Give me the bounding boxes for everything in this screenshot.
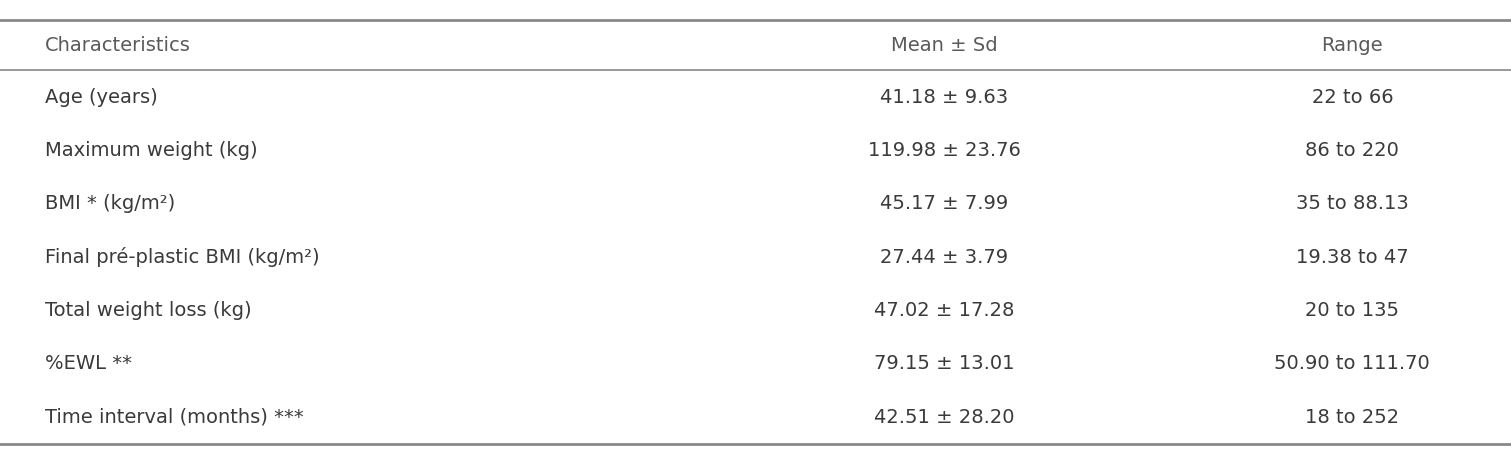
Text: 22 to 66: 22 to 66 <box>1312 88 1393 107</box>
Text: Maximum weight (kg): Maximum weight (kg) <box>45 141 258 160</box>
Text: Age (years): Age (years) <box>45 88 159 107</box>
Text: Mean ± Sd: Mean ± Sd <box>891 36 997 55</box>
Text: 20 to 135: 20 to 135 <box>1306 301 1399 320</box>
Text: 86 to 220: 86 to 220 <box>1306 141 1399 160</box>
Text: 27.44 ± 3.79: 27.44 ± 3.79 <box>881 248 1008 266</box>
Text: BMI * (kg/m²): BMI * (kg/m²) <box>45 194 175 213</box>
Text: 50.90 to 111.70: 50.90 to 111.70 <box>1274 355 1431 374</box>
Text: Final pré-plastic BMI (kg/m²): Final pré-plastic BMI (kg/m²) <box>45 247 320 267</box>
Text: 41.18 ± 9.63: 41.18 ± 9.63 <box>881 88 1008 107</box>
Text: %EWL **: %EWL ** <box>45 355 133 374</box>
Text: 18 to 252: 18 to 252 <box>1306 408 1399 427</box>
Text: 19.38 to 47: 19.38 to 47 <box>1296 248 1408 266</box>
Text: Characteristics: Characteristics <box>45 36 192 55</box>
Text: 79.15 ± 13.01: 79.15 ± 13.01 <box>875 355 1014 374</box>
Text: 35 to 88.13: 35 to 88.13 <box>1296 194 1408 213</box>
Text: 42.51 ± 28.20: 42.51 ± 28.20 <box>875 408 1014 427</box>
Text: 47.02 ± 17.28: 47.02 ± 17.28 <box>875 301 1014 320</box>
Text: Total weight loss (kg): Total weight loss (kg) <box>45 301 252 320</box>
Text: Time interval (months) ***: Time interval (months) *** <box>45 408 304 427</box>
Text: 119.98 ± 23.76: 119.98 ± 23.76 <box>867 141 1021 160</box>
Text: Range: Range <box>1322 36 1383 55</box>
Text: 45.17 ± 7.99: 45.17 ± 7.99 <box>881 194 1008 213</box>
